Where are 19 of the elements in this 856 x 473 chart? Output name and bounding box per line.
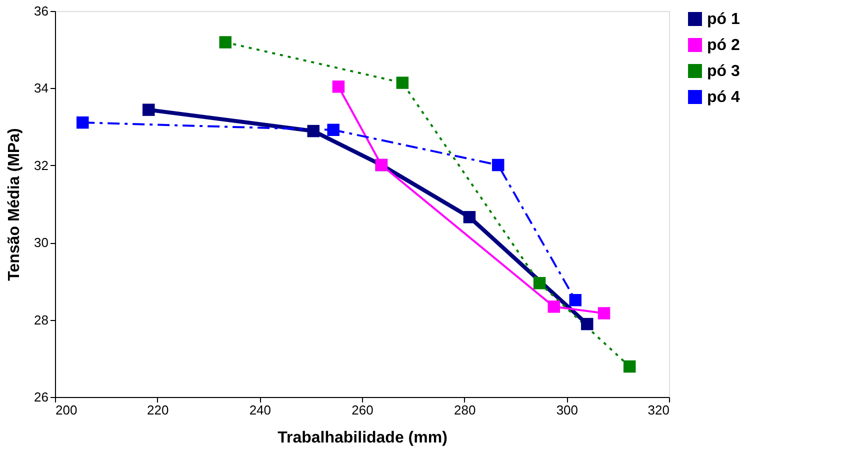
x-tick-label: 220 [146,402,169,418]
y-tick-label: 36 [34,4,48,18]
x-axis-title: Trabalhabilidade (mm) [278,430,448,446]
legend-label: pó 2 [707,37,740,54]
x-tick-label: 320 [648,402,670,418]
x-tick-label: 260 [352,402,374,418]
y-tick-label: 26 [34,390,48,404]
x-tick-label: 300 [556,402,578,418]
legend-label: pó 4 [707,89,740,106]
legend-label: pó 1 [707,11,740,28]
y-tick-label: 34 [34,80,48,96]
y-axis-title: Tensão Média (MPa) [6,128,24,281]
y-tick-label: 28 [34,312,48,328]
x-tick-label: 200 [56,402,78,418]
x-tick-label: 240 [249,402,272,418]
y-tick-label: 32 [34,158,48,173]
x-tick-label: 280 [454,402,476,418]
legend-label: pó 3 [707,63,740,80]
y-tick-label: 30 [34,235,48,250]
